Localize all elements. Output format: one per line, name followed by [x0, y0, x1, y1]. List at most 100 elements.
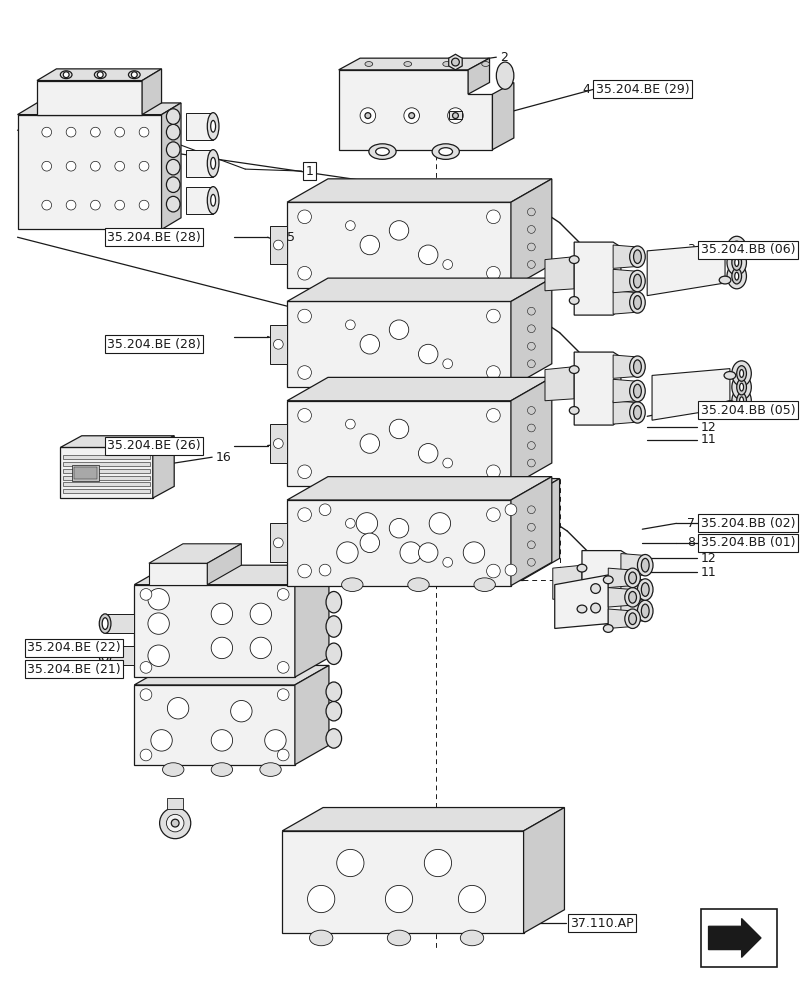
Polygon shape: [269, 226, 287, 264]
Text: 9: 9: [243, 641, 251, 654]
Polygon shape: [287, 278, 551, 301]
Polygon shape: [37, 69, 161, 81]
Text: 35.204.BB (05): 35.204.BB (05): [700, 404, 794, 417]
Circle shape: [67, 161, 75, 171]
Ellipse shape: [260, 763, 281, 776]
Circle shape: [527, 541, 534, 549]
Text: 13: 13: [161, 712, 177, 725]
Circle shape: [298, 465, 311, 479]
Circle shape: [298, 508, 311, 521]
Text: 11: 11: [700, 566, 715, 579]
Circle shape: [273, 538, 283, 548]
Ellipse shape: [166, 159, 180, 175]
Polygon shape: [620, 554, 645, 577]
Circle shape: [90, 200, 100, 210]
Ellipse shape: [734, 259, 738, 266]
Ellipse shape: [569, 297, 578, 304]
Text: 10: 10: [243, 663, 259, 676]
Polygon shape: [708, 918, 760, 957]
Polygon shape: [620, 599, 645, 623]
Ellipse shape: [309, 930, 333, 946]
Polygon shape: [287, 477, 551, 500]
Ellipse shape: [629, 270, 645, 292]
Polygon shape: [134, 585, 294, 677]
Circle shape: [139, 161, 148, 171]
Ellipse shape: [496, 62, 513, 89]
Polygon shape: [142, 69, 161, 115]
Circle shape: [385, 885, 412, 913]
Circle shape: [151, 730, 172, 751]
Circle shape: [388, 320, 408, 339]
Polygon shape: [510, 278, 551, 387]
Ellipse shape: [569, 256, 578, 264]
Circle shape: [114, 200, 124, 210]
Polygon shape: [522, 479, 559, 580]
Circle shape: [90, 161, 100, 171]
Circle shape: [307, 885, 334, 913]
Circle shape: [486, 366, 500, 379]
Polygon shape: [105, 646, 134, 665]
Polygon shape: [448, 111, 461, 119]
Polygon shape: [186, 150, 212, 177]
Polygon shape: [313, 479, 559, 500]
Polygon shape: [338, 58, 489, 70]
Ellipse shape: [629, 356, 645, 377]
Text: 7: 7: [686, 517, 694, 530]
Ellipse shape: [637, 600, 652, 622]
Ellipse shape: [734, 245, 738, 253]
Text: 5: 5: [287, 338, 294, 351]
Circle shape: [400, 542, 421, 563]
Text: 37.110.AP: 37.110.AP: [569, 917, 633, 930]
Circle shape: [486, 465, 500, 479]
Circle shape: [359, 533, 379, 553]
Polygon shape: [294, 565, 328, 677]
Ellipse shape: [326, 729, 341, 748]
Ellipse shape: [731, 268, 740, 284]
Polygon shape: [152, 436, 174, 498]
Polygon shape: [18, 103, 181, 115]
Ellipse shape: [577, 564, 586, 572]
Text: 12: 12: [700, 421, 715, 434]
Circle shape: [527, 243, 534, 251]
Circle shape: [527, 459, 534, 467]
Circle shape: [359, 235, 379, 255]
Ellipse shape: [726, 264, 745, 289]
Polygon shape: [573, 352, 620, 425]
Circle shape: [63, 72, 69, 78]
Polygon shape: [63, 476, 150, 480]
Polygon shape: [74, 467, 97, 479]
Circle shape: [140, 662, 152, 673]
Circle shape: [359, 434, 379, 453]
Polygon shape: [287, 500, 510, 586]
Polygon shape: [148, 544, 241, 563]
Ellipse shape: [719, 247, 730, 255]
Ellipse shape: [726, 250, 745, 275]
Circle shape: [429, 513, 450, 534]
Ellipse shape: [577, 605, 586, 613]
Ellipse shape: [207, 113, 219, 140]
Circle shape: [230, 700, 251, 722]
Ellipse shape: [637, 579, 652, 600]
Polygon shape: [72, 465, 99, 481]
Circle shape: [114, 127, 124, 137]
Ellipse shape: [166, 177, 180, 192]
Text: 16: 16: [216, 451, 231, 464]
Ellipse shape: [210, 157, 215, 169]
Ellipse shape: [628, 613, 636, 625]
Ellipse shape: [603, 576, 612, 584]
Polygon shape: [37, 81, 142, 115]
Circle shape: [364, 113, 371, 119]
Ellipse shape: [633, 296, 641, 309]
Polygon shape: [510, 477, 551, 586]
Circle shape: [264, 730, 285, 751]
Circle shape: [359, 335, 379, 354]
Polygon shape: [63, 482, 150, 486]
Ellipse shape: [629, 402, 645, 423]
Ellipse shape: [166, 124, 180, 140]
Polygon shape: [134, 565, 328, 585]
Polygon shape: [523, 808, 564, 933]
Text: 12: 12: [700, 260, 715, 273]
Polygon shape: [612, 379, 637, 403]
Circle shape: [504, 564, 516, 576]
Circle shape: [298, 210, 311, 224]
